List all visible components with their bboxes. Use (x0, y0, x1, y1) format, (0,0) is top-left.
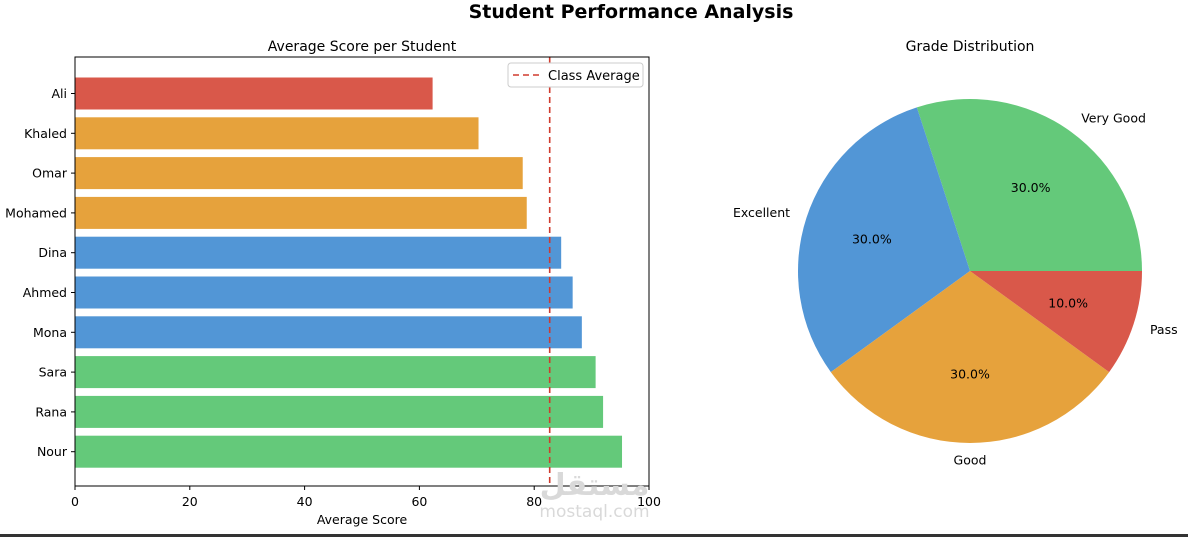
pie-pct-label: 30.0% (1011, 180, 1051, 195)
bar-mohamed (75, 196, 527, 229)
bottom-border (0, 534, 1188, 537)
pie-slice-pass (970, 271, 1142, 373)
legend: Class Average (507, 62, 644, 88)
bar-chart-title: Average Score per Student (268, 39, 457, 55)
bar-group (75, 77, 623, 468)
y-tick-label: Ahmed (23, 285, 67, 300)
bar-ahmed (75, 276, 573, 309)
pie-category-label: Pass (1150, 322, 1178, 337)
x-tick-label: 60 (411, 494, 427, 509)
figure-title: Student Performance Analysis (469, 1, 794, 23)
pie-pct-label: 10.0% (1048, 295, 1088, 310)
plot-frame (74, 56, 650, 487)
y-tick-label: Mohamed (5, 205, 67, 220)
bar-sara (75, 356, 596, 389)
bar-nour (75, 435, 623, 468)
bar-ali (75, 77, 433, 110)
pie-category-label: Excellent (733, 205, 790, 220)
y-tick-label: Nour (37, 444, 68, 459)
pie-slice-very-good (916, 99, 1142, 272)
pie-labels: Very Good 30.0% Excellent 30.0% Good 30.0% Pas… (733, 110, 1178, 467)
bar-mona (75, 316, 582, 349)
x-tick-label: 20 (182, 494, 198, 509)
pie-chart-title: Grade Distribution (906, 39, 1035, 55)
legend-box (507, 62, 644, 88)
legend-label: Class Average (548, 69, 640, 84)
y-tick-label: Mona (33, 325, 67, 340)
y-tick-label: Ali (52, 86, 68, 101)
pie-slice-good (830, 271, 1110, 444)
x-axis-ticks: 0 20 40 60 80 100 (71, 486, 661, 509)
y-tick-label: Khaled (24, 126, 67, 141)
x-tick-label: 0 (71, 494, 79, 509)
pie-slice-excellent (797, 107, 970, 373)
bar-chart: Average Score per Student Ali Khaled Omar M… (5, 39, 661, 527)
bar-khaled (75, 117, 479, 150)
y-tick-label: Dina (38, 245, 67, 260)
x-tick-label: 80 (526, 494, 542, 509)
pie-pct-label: 30.0% (950, 367, 990, 382)
pie-slices (797, 99, 1142, 444)
y-tick-label: Sara (39, 365, 67, 380)
bar-rana (75, 395, 604, 428)
category-labels: Ali Khaled Omar Mohamed Dina Ahmed Mona Sara Ran… (5, 86, 75, 459)
x-tick-label: 40 (297, 494, 313, 509)
bar-omar (75, 157, 523, 190)
y-tick-label: Omar (32, 166, 68, 181)
pie-chart: Grade Distribution Very Good 30.0% Excelle… (733, 39, 1178, 468)
x-tick-label: 100 (637, 494, 661, 509)
bar-dina (75, 236, 562, 269)
pie-category-label: Good (954, 453, 987, 468)
y-tick-label: Rana (35, 404, 67, 419)
x-axis-label: Average Score (317, 512, 408, 527)
pie-pct-label: 30.0% (852, 232, 892, 247)
pie-category-label: Very Good (1081, 110, 1146, 125)
